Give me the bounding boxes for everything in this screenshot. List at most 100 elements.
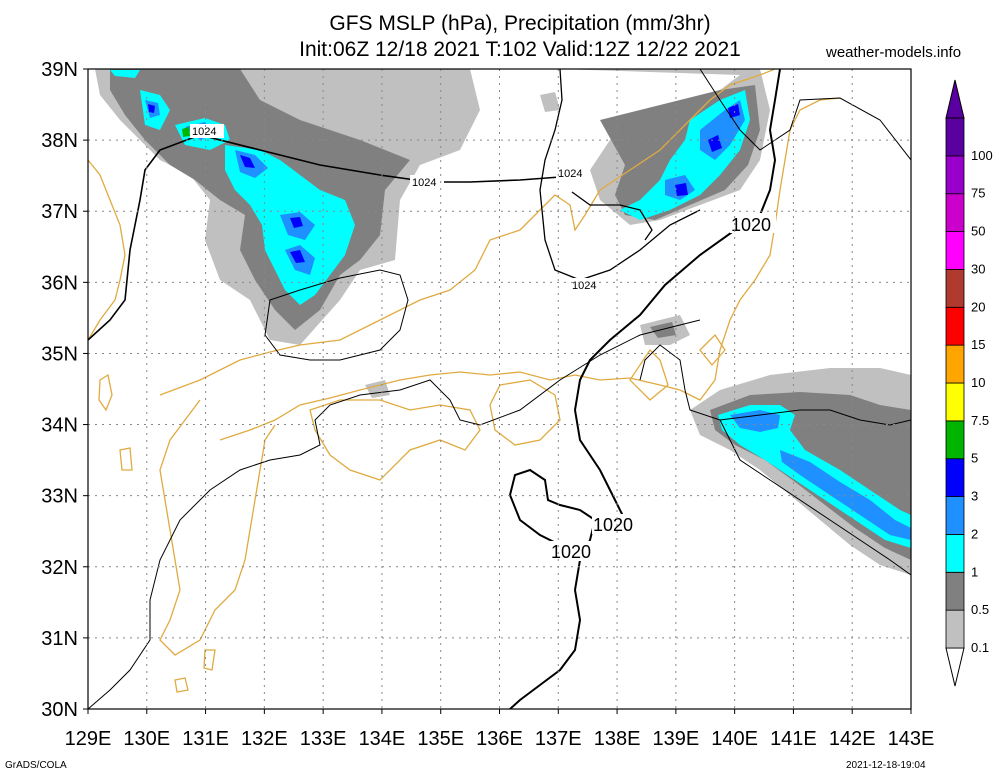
- isobar-1020-main: [573, 69, 781, 521]
- map-area: 1024 1024 1024 1024 1020 1020 1020: [88, 69, 911, 709]
- legend-swatch: [945, 117, 965, 157]
- shikoku-coast: [309, 399, 481, 481]
- isobar-1020-closed: [508, 468, 597, 709]
- precip-5: [182, 127, 190, 137]
- lon-tick-label: 141E: [770, 728, 817, 750]
- precip-1: [110, 70, 355, 305]
- isobar-1024-west-south: [264, 269, 409, 361]
- lon-tick-label: 139E: [652, 728, 699, 750]
- lat-tick-label: 33N: [41, 486, 78, 508]
- legend-label: 7.5: [971, 413, 989, 428]
- korea-east-coast: [88, 159, 126, 341]
- lat-tick-label: 31N: [41, 628, 78, 650]
- isobars: [88, 69, 911, 709]
- legend-label: 75: [971, 186, 985, 201]
- izu-boso: [629, 333, 726, 401]
- legend-label: 5: [971, 451, 978, 466]
- isobar-thin-west: [88, 319, 701, 709]
- isobar-label: 1024: [572, 280, 596, 292]
- legend-swatch: [945, 609, 965, 649]
- isobar-1024-central: [539, 69, 701, 281]
- isobar-thin-se2: [719, 419, 911, 576]
- legend-swatch: [945, 382, 965, 422]
- isobar-labels: 1024 1024 1024 1024 1020 1020 1020: [190, 124, 776, 562]
- lon-tick-label: 138E: [594, 728, 641, 750]
- isobar-label: 1024: [558, 168, 582, 180]
- lat-tick-label: 37N: [41, 201, 78, 223]
- lon-tick-label: 136E: [476, 728, 523, 750]
- legend-label: 100: [971, 148, 993, 163]
- generated-timestamp: 2021-12-18-19:04: [846, 760, 926, 771]
- lat-axis: 30N 31N 32N 33N 34N 35N 36N 37N 38N 39N: [41, 59, 88, 721]
- grads-credit: GrADS/COLA: [5, 760, 67, 771]
- site-credit: weather-models.info: [826, 44, 962, 61]
- legend-swatch: [945, 344, 965, 384]
- legend-label: 50: [971, 224, 985, 239]
- legend-label: 20: [971, 299, 985, 314]
- lat-tick-label: 38N: [41, 130, 78, 152]
- chart-title: GFS MSLP (hPa), Precipitation (mm/3hr): [329, 12, 711, 35]
- honshu-pacific-coast: [219, 97, 841, 441]
- legend-label: 2: [971, 526, 978, 541]
- legend-swatch: [945, 231, 965, 270]
- isobar-label: 1020: [551, 542, 591, 562]
- lon-tick-label: 132E: [241, 728, 288, 750]
- isobar-label: 1020: [593, 515, 633, 535]
- lat-lon-grid: [88, 69, 911, 709]
- legend-max-arrow: [945, 79, 965, 119]
- tsushima-island: [98, 373, 113, 412]
- precip-2-se: [730, 410, 911, 540]
- lon-tick-label: 131E: [182, 728, 229, 750]
- legend-swatch: [945, 155, 965, 195]
- legend-swatch: [945, 269, 965, 308]
- lon-tick-label: 140E: [711, 728, 758, 750]
- legend-swatch: [945, 193, 965, 232]
- lat-tick-label: 30N: [41, 699, 78, 721]
- isobar-label: 1024: [412, 177, 436, 189]
- lat-tick-label: 36N: [41, 272, 78, 294]
- kyushu-coast: [159, 399, 276, 656]
- coastlines: [88, 69, 841, 693]
- precip-0.5-small: [650, 322, 676, 338]
- lon-tick-label: 130E: [123, 728, 170, 750]
- southern-islands: [119, 447, 216, 693]
- kii-peninsula: [489, 379, 561, 446]
- honshu-sea-of-japan-coast: [159, 69, 776, 396]
- legend-swatch: [945, 458, 965, 497]
- legend-swatch: [945, 571, 965, 611]
- lon-tick-label: 143E: [888, 728, 935, 750]
- legend-label: 3: [971, 489, 978, 504]
- precip-legend: 0.1 0.5 1 2 3 5 7.5 10 15 20 30 50 75 100: [945, 79, 993, 687]
- lat-tick-label: 34N: [41, 415, 78, 437]
- precip-3-ne: [675, 104, 740, 196]
- precip-shading: [95, 69, 911, 575]
- lon-tick-label: 129E: [65, 728, 112, 750]
- legend-label: 30: [971, 261, 985, 276]
- lon-tick-label: 133E: [300, 728, 347, 750]
- lat-tick-label: 39N: [41, 59, 78, 81]
- lon-tick-label: 135E: [417, 728, 464, 750]
- precip-2-ne: [665, 100, 745, 200]
- chart-subtitle: Init:06Z 12/18 2021 T:102 Valid:12Z 12/2…: [299, 38, 741, 61]
- legend-swatch: [945, 306, 965, 346]
- lon-tick-label: 134E: [359, 728, 406, 750]
- isobar-label: 1024: [192, 126, 216, 138]
- legend-min-arrow: [945, 647, 965, 687]
- lon-tick-label: 142E: [829, 728, 876, 750]
- legend-label: 0.1: [971, 640, 989, 655]
- isobar-1024-north: [571, 191, 653, 241]
- legend-swatch: [945, 420, 965, 460]
- lat-tick-label: 32N: [41, 557, 78, 579]
- legend-label: 1: [971, 564, 978, 579]
- legend-label: 0.5: [971, 602, 989, 617]
- legend-label: 10: [971, 375, 985, 390]
- isobar-thin-east: [699, 69, 911, 161]
- lat-tick-label: 35N: [41, 343, 78, 365]
- legend-swatch: [945, 496, 965, 535]
- legend-label: 15: [971, 337, 985, 352]
- isobar-1024-west: [88, 134, 581, 341]
- lon-tick-label: 137E: [535, 728, 582, 750]
- legend-swatch: [945, 534, 965, 573]
- isobar-label: 1020: [731, 215, 771, 235]
